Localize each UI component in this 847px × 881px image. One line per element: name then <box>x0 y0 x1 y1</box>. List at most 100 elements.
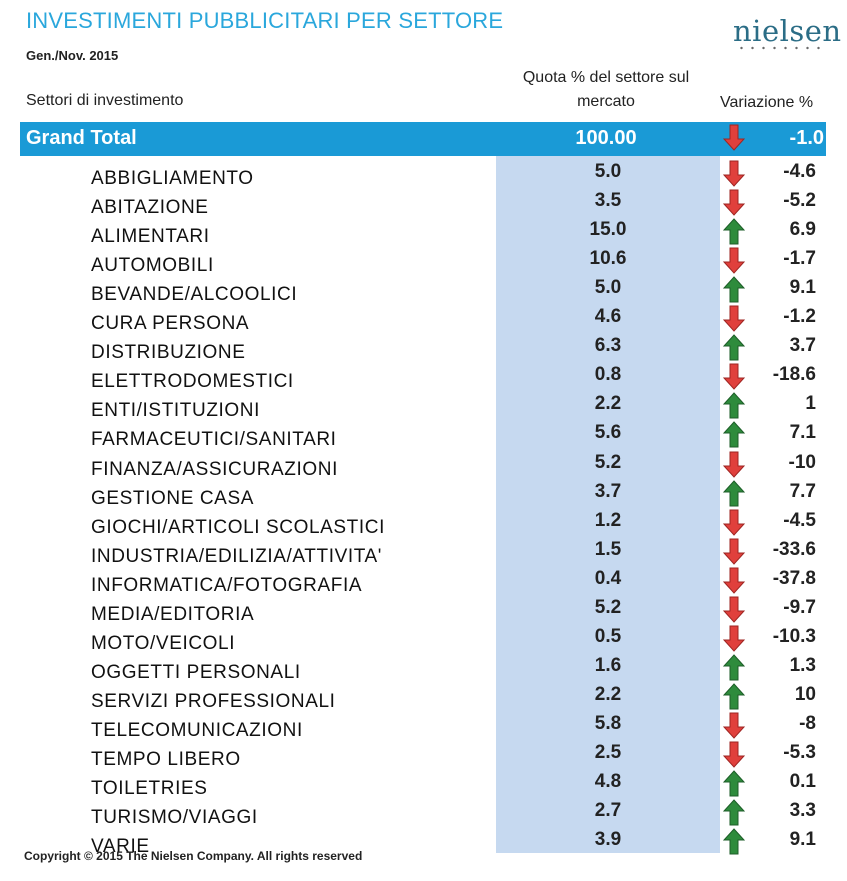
table-row: SERVIZI PROFESSIONALI 2.2 10 <box>0 683 847 715</box>
nielsen-logo: nielsen <box>733 14 842 48</box>
arrow-down-icon <box>723 305 745 332</box>
sector-name: TOILETRIES <box>91 778 208 800</box>
sector-share: 0.4 <box>594 567 622 589</box>
table-row: INFORMATICA/FOTOGRAFIA 0.4 -37.8 <box>0 567 847 599</box>
column-header-sector: Settori di investimento <box>26 92 184 109</box>
table-row: CURA PERSONA 4.6 -1.2 <box>0 305 847 337</box>
table-row: TELECOMUNICAZIONI 5.8 -8 <box>0 712 847 744</box>
sector-variation: 1 <box>805 393 816 415</box>
sector-name: SERVIZI PROFESSIONALI <box>91 690 336 712</box>
sector-name: GIOCHI/ARTICOLI SCOLASTICI <box>91 516 385 538</box>
sector-name: INDUSTRIA/EDILIZIA/ATTIVITA' <box>91 545 383 567</box>
sector-variation: 7.7 <box>789 480 816 502</box>
sector-name: TELECOMUNICAZIONI <box>91 719 303 741</box>
arrow-down-icon <box>723 509 745 536</box>
share-column-background <box>496 155 720 853</box>
arrow-down-icon <box>723 538 745 565</box>
table-row: DISTRIBUZIONE 6.3 3.7 <box>0 334 847 366</box>
arrow-up-icon <box>723 479 745 507</box>
arrow-down-icon <box>723 741 745 768</box>
table-row: AUTOMOBILI 10.6 -1.7 <box>0 247 847 279</box>
table-row: GESTIONE CASA 3.7 7.7 <box>0 479 847 512</box>
table-row: OGGETTI PERSONALI 1.6 1.3 <box>0 654 847 686</box>
sector-share: 2.2 <box>594 393 622 415</box>
table-row: GIOCHI/ARTICOLI SCOLASTICI 1.2 -4.5 <box>0 509 847 541</box>
sector-variation: -1.2 <box>783 306 816 328</box>
sector-share: 0.5 <box>594 625 622 647</box>
arrow-up-icon <box>723 276 745 303</box>
sector-name: ALIMENTARI <box>91 226 210 248</box>
arrow-up-icon <box>723 770 745 797</box>
table-row: ABBIGLIAMENTO 5.0 -4.6 <box>0 160 847 192</box>
sector-name: FARMACEUTICI/SANITARI <box>91 429 337 451</box>
arrow-down-icon <box>723 712 745 739</box>
arrow-down-icon <box>723 625 745 652</box>
arrow-up-icon <box>723 421 745 448</box>
sector-variation: -37.8 <box>772 567 816 589</box>
grand-total-variation: -1.0 <box>789 127 824 149</box>
arrow-down-icon <box>723 567 745 594</box>
arrow-down-icon <box>723 124 745 151</box>
table-row: ALIMENTARI 15.0 6.9 <box>0 218 847 250</box>
sector-variation: -1.7 <box>783 248 816 270</box>
arrow-down-icon <box>723 189 745 216</box>
sector-name: DISTRIBUZIONE <box>91 342 246 364</box>
sector-variation: 0.1 <box>789 771 816 793</box>
sector-variation: 3.7 <box>789 335 816 357</box>
sector-variation: 3.3 <box>789 800 816 822</box>
sector-share: 6.3 <box>594 335 622 357</box>
sector-share: 3.5 <box>594 190 622 212</box>
sector-share: 5.2 <box>594 596 622 618</box>
table-row: MOTO/VEICOLI 0.5 -10.3 <box>0 625 847 657</box>
sector-variation: 9.1 <box>789 829 816 851</box>
copyright-notice: Copyright © 2015 The Nielsen Company. Al… <box>24 849 363 863</box>
sector-name: MEDIA/EDITORIA <box>91 603 255 625</box>
sector-share: 5.8 <box>594 712 622 734</box>
arrow-down-icon <box>723 596 745 623</box>
grand-total-share: 100.00 <box>575 127 637 149</box>
sector-variation: -10.3 <box>772 625 816 647</box>
sector-name: ABBIGLIAMENTO <box>91 168 254 189</box>
sector-share: 10.6 <box>589 248 627 270</box>
column-header-variation: Variazione % <box>720 94 814 111</box>
sector-share: 5.2 <box>594 451 622 473</box>
period-label: Gen./Nov. 2015 <box>26 48 119 63</box>
sector-share: 15.0 <box>589 219 627 241</box>
sector-variation: -33.6 <box>772 538 816 560</box>
arrow-down-icon <box>723 451 745 478</box>
sector-share: 2.2 <box>594 683 622 705</box>
sector-name: INFORMATICA/FOTOGRAFIA <box>91 574 363 596</box>
sector-share: 0.8 <box>594 364 622 386</box>
grand-total-row <box>20 122 826 156</box>
arrow-up-icon <box>723 828 745 855</box>
table-row: TURISMO/VIAGGI 2.7 3.3 <box>0 799 847 831</box>
sector-name: ABITAZIONE <box>91 197 209 219</box>
arrow-up-icon <box>723 654 745 681</box>
sector-name: CURA PERSONA <box>91 313 250 335</box>
table-row: BEVANDE/ALCOOLICI 5.0 9.1 <box>0 276 847 308</box>
sector-variation: -10 <box>788 451 816 473</box>
sector-variation: -4.5 <box>783 509 816 531</box>
sector-variation: 9.1 <box>789 277 816 299</box>
arrow-down-icon <box>723 247 745 274</box>
sector-variation: -8 <box>799 712 816 734</box>
sector-variation: -4.6 <box>783 161 816 182</box>
table-row: MEDIA/EDITORIA 5.2 -9.7 <box>0 596 847 628</box>
sector-variation: -18.6 <box>772 364 816 386</box>
sector-name: GESTIONE CASA <box>91 487 255 509</box>
sector-variation: -5.3 <box>783 742 816 763</box>
sector-name: BEVANDE/ALCOOLICI <box>91 284 298 306</box>
sector-name: ELETTRODOMESTICI <box>91 371 294 393</box>
arrow-up-icon <box>723 334 745 361</box>
arrow-down-icon <box>723 160 745 187</box>
sector-share: 5.0 <box>594 277 622 299</box>
arrow-up-icon <box>723 799 745 826</box>
table-row: ELETTRODOMESTICI 0.8 -18.6 <box>0 363 847 395</box>
sector-variation: 6.9 <box>789 219 816 241</box>
page-title: INVESTIMENTI PUBBLICITARI PER SETTORE <box>26 8 504 33</box>
sector-name: ENTI/ISTITUZIONI <box>91 400 260 422</box>
grand-total-label: Grand Total <box>26 127 137 149</box>
sector-share: 4.8 <box>594 771 622 793</box>
sector-variation: 1.3 <box>789 654 816 676</box>
